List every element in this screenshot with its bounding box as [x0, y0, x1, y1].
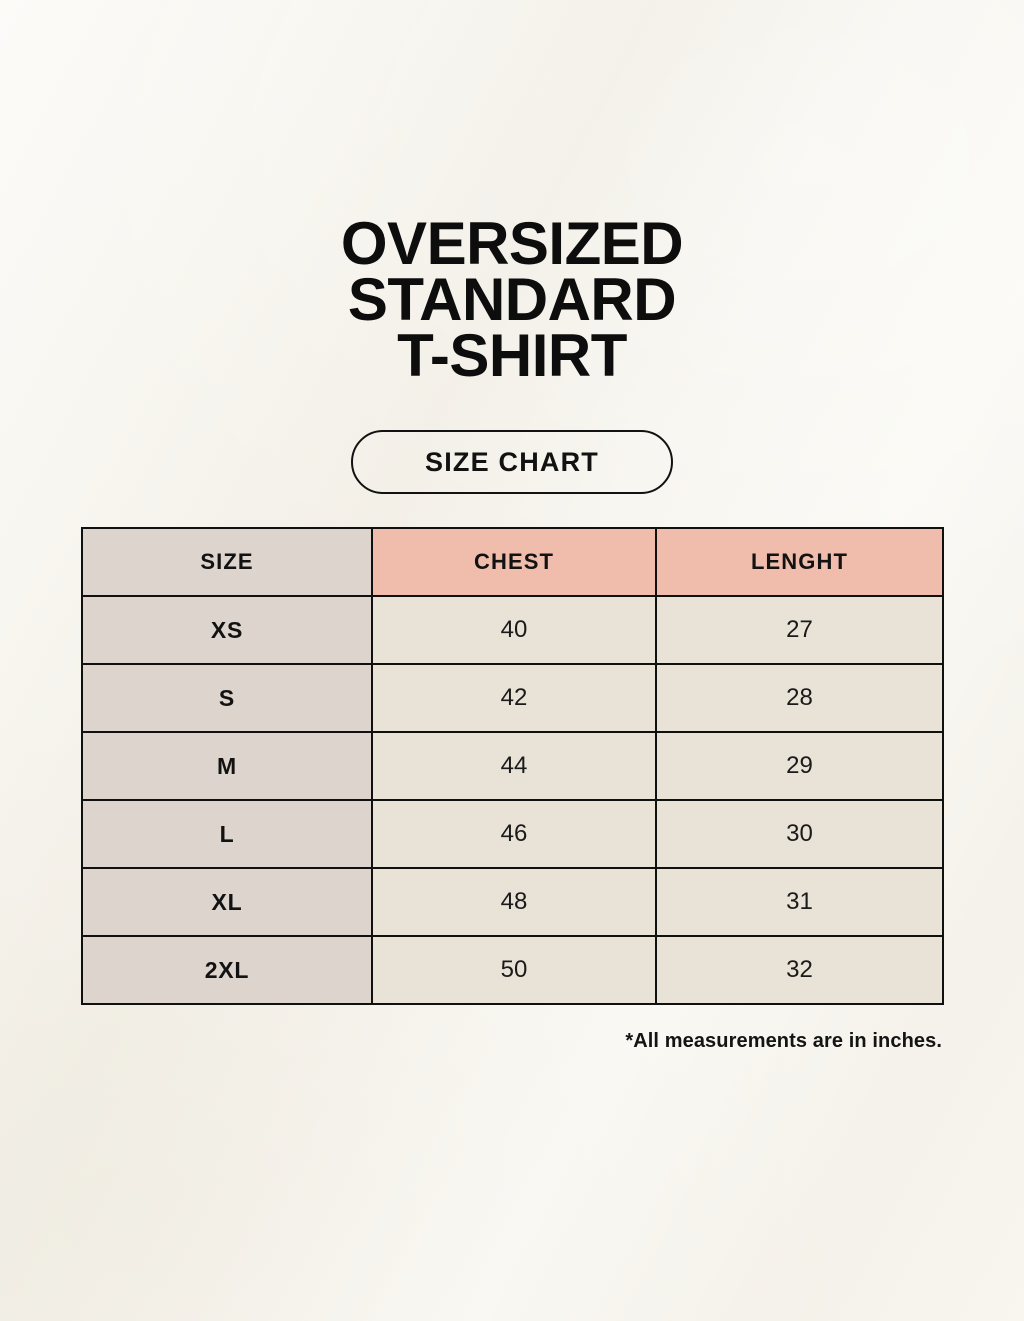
- cell-chest: 46: [371, 799, 657, 869]
- column-header-chest: CHEST: [371, 527, 657, 597]
- size-table: SIZE CHEST LENGHT XS 40 27 S 42 28 M: [81, 527, 944, 1005]
- cell-size: XS: [81, 595, 373, 665]
- cell-chest: 40: [371, 595, 657, 665]
- cell-chest: 42: [371, 663, 657, 733]
- table-row: 2XL 50 32: [81, 935, 944, 1005]
- table-row: XS 40 27: [81, 595, 944, 665]
- cell-chest: 50: [371, 935, 657, 1005]
- measurements-footnote: *All measurements are in inches.: [625, 1030, 942, 1052]
- cell-length: 30: [655, 799, 944, 869]
- cell-length: 32: [655, 935, 944, 1005]
- column-header-size: SIZE: [81, 527, 373, 597]
- cell-size: 2XL: [81, 935, 373, 1005]
- table-row: XL 48 31: [81, 867, 944, 937]
- title-line-1: OVERSIZED: [340, 210, 684, 277]
- table-row: L 46 30: [81, 799, 944, 869]
- cell-length: 27: [655, 595, 944, 665]
- title-line-2: STANDARD: [347, 266, 677, 333]
- size-chart-badge-container: SIZE CHART: [0, 430, 1024, 494]
- cell-size: S: [81, 663, 373, 733]
- cell-chest: 44: [371, 731, 657, 801]
- cell-length: 29: [655, 731, 944, 801]
- table-header-row: SIZE CHEST LENGHT: [81, 527, 944, 597]
- cell-length: 31: [655, 867, 944, 937]
- size-table-container: SIZE CHEST LENGHT XS 40 27 S 42 28 M: [81, 527, 944, 1005]
- table-row: S 42 28: [81, 663, 944, 733]
- size-chart-badge: SIZE CHART: [351, 430, 673, 494]
- cell-chest: 48: [371, 867, 657, 937]
- page-title: OVERSIZED STANDARD T-SHIRT: [0, 210, 1024, 389]
- cell-length: 28: [655, 663, 944, 733]
- cell-size: L: [81, 799, 373, 869]
- cell-size: XL: [81, 867, 373, 937]
- column-header-length: LENGHT: [655, 527, 944, 597]
- table-row: M 44 29: [81, 731, 944, 801]
- size-chart-badge-label: SIZE CHART: [425, 446, 599, 477]
- cell-size: M: [81, 731, 373, 801]
- title-line-3: T-SHIRT: [397, 322, 627, 389]
